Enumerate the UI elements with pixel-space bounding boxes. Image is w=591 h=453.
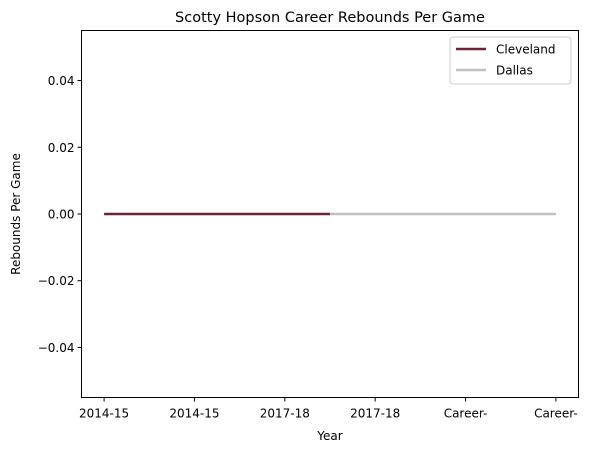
x-tick-label: 2017-18 bbox=[350, 407, 400, 421]
x-tick-label: 2017-18 bbox=[260, 407, 310, 421]
legend-label-dallas: Dallas bbox=[496, 64, 533, 78]
y-tick-label: 0.04 bbox=[48, 74, 75, 88]
legend: Cleveland Dallas bbox=[450, 37, 571, 84]
x-tick-label: 2014-15 bbox=[79, 407, 129, 421]
y-tick-label: −0.02 bbox=[38, 274, 75, 288]
x-axis-ticks: 2014-15 2014-15 2017-18 2017-18 Career- Caree… bbox=[79, 398, 578, 421]
y-axis-label: Rebounds Per Game bbox=[9, 153, 23, 275]
y-tick-label: 0.00 bbox=[48, 208, 75, 222]
legend-label-cleveland: Cleveland bbox=[496, 43, 556, 57]
y-tick-label: 0.02 bbox=[48, 141, 75, 155]
y-axis-ticks: 0.04 0.02 0.00 −0.02 −0.04 bbox=[38, 74, 82, 355]
x-tick-label: Career- bbox=[534, 407, 578, 421]
chart-title: Scotty Hopson Career Rebounds Per Game bbox=[175, 10, 485, 26]
x-tick-label: 2014-15 bbox=[169, 407, 219, 421]
y-tick-label: −0.04 bbox=[38, 341, 75, 355]
x-axis-label: Year bbox=[316, 429, 342, 443]
x-tick-label: Career- bbox=[444, 407, 488, 421]
